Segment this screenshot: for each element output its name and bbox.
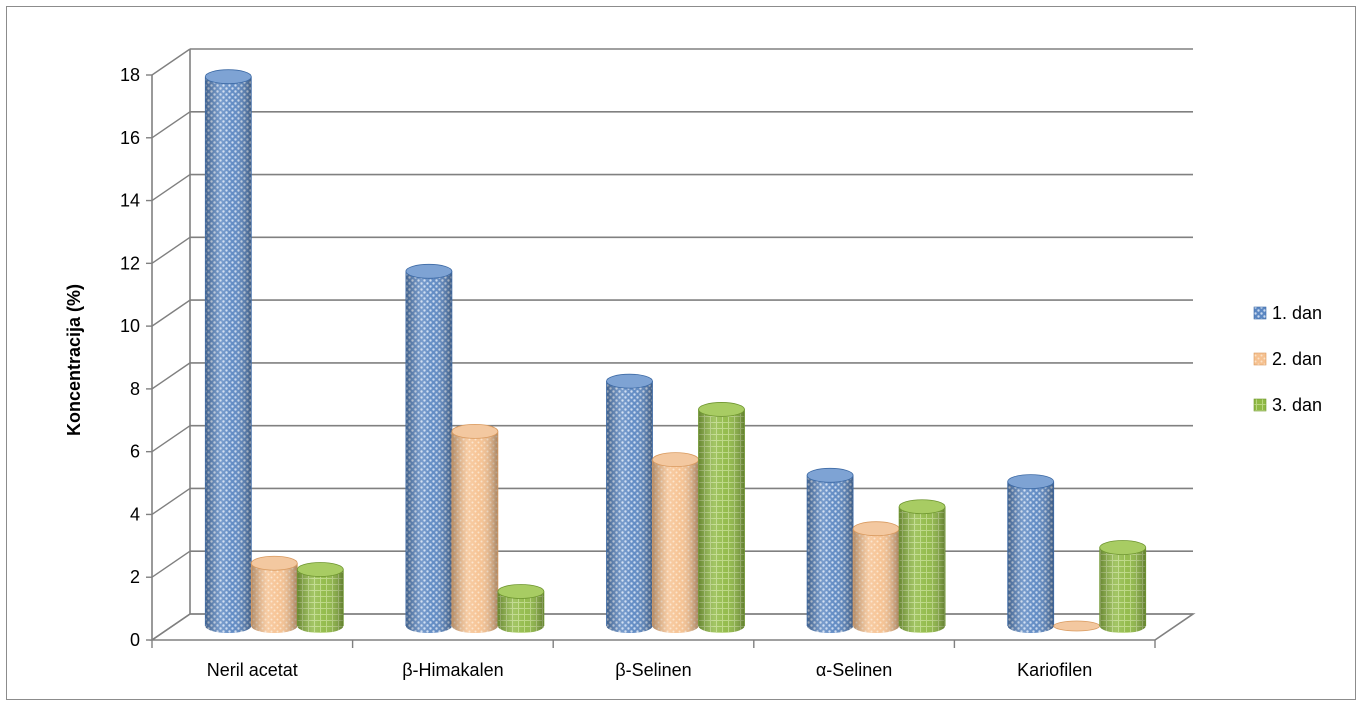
bar-top [1099, 540, 1147, 555]
bar-top [606, 373, 653, 389]
gridline-depth [151, 173, 191, 202]
bar-top [497, 584, 545, 599]
legend-swatch [1253, 306, 1267, 320]
y-tick-label: 6 [130, 442, 140, 462]
bar-top [296, 562, 344, 577]
bar-base-shade [698, 619, 745, 633]
bar [296, 562, 344, 633]
gridline-depth [151, 550, 191, 578]
bar [898, 499, 946, 633]
bar-base-shade [251, 619, 298, 633]
bar-base-shade [899, 619, 946, 633]
bar [806, 467, 854, 633]
legend-swatch [1253, 398, 1267, 412]
x-tick-label: β-Himakalen [402, 660, 503, 680]
bar [204, 69, 252, 633]
y-tick-label: 14 [120, 191, 140, 211]
gridline-depth [151, 48, 191, 76]
axes [146, 49, 1196, 648]
bar-shade [297, 569, 344, 626]
bar-shade [451, 431, 498, 626]
bar-shade [405, 271, 452, 626]
gridline-depth [151, 425, 191, 453]
y-axis-label: Koncentracija (%) [64, 284, 84, 436]
bar-top [1007, 474, 1055, 490]
bar-base-shade [807, 619, 854, 633]
legend-label: 2. dan [1272, 349, 1322, 369]
x-tick-label: β-Selinen [615, 660, 691, 680]
bar [852, 521, 900, 633]
gridline-depth [151, 299, 191, 327]
bar-top [451, 423, 499, 439]
gridline-depth [151, 111, 191, 139]
bar-top [1053, 620, 1101, 632]
gridline-depth [151, 487, 191, 516]
bar [698, 402, 745, 633]
y-tick-label: 16 [120, 128, 140, 148]
bar-base-shade [451, 619, 498, 633]
bar-base-shade [405, 619, 452, 633]
y-tick-label: 10 [120, 316, 140, 336]
bar-base-shade [497, 619, 544, 633]
bar [652, 452, 699, 633]
bar-top [852, 521, 900, 537]
y-tick-label: 8 [130, 379, 140, 399]
legend-label: 1. dan [1272, 303, 1322, 323]
y-tick-label: 18 [120, 65, 140, 85]
y-tick-label: 2 [130, 567, 140, 587]
bar-shade [251, 563, 298, 626]
x-tick-label: Kariofilen [1017, 660, 1092, 680]
floor [149, 613, 1196, 641]
bar [451, 423, 499, 633]
y-tick-label: 12 [120, 253, 140, 273]
bar-top [250, 555, 298, 571]
bar [405, 263, 453, 633]
legend-swatch [1253, 352, 1267, 366]
bar-base-shade [1007, 619, 1054, 633]
legend: 1. dan 2. dan 3. dan [1253, 303, 1322, 415]
bar-top [652, 452, 699, 468]
y-tick-label: 0 [130, 630, 140, 650]
bar-base-shade [853, 619, 900, 633]
bar-shade [205, 76, 252, 626]
bar-top [698, 402, 745, 417]
bar [606, 373, 653, 633]
bar [497, 584, 545, 633]
bar-base-shade [297, 619, 344, 633]
bar-base-shade [205, 619, 252, 633]
bars [204, 69, 1147, 633]
bar [1053, 620, 1101, 632]
bar-base-shade [1099, 619, 1146, 633]
bar-shade [1099, 547, 1146, 626]
bar-top [898, 499, 946, 515]
y-tick-label: 4 [130, 504, 140, 524]
x-tick-label: Neril acetat [207, 660, 298, 680]
bar-base-shade [606, 619, 653, 633]
bar-shade [606, 381, 653, 626]
bar-base-shade [652, 619, 699, 633]
x-tick-label: α-Selinen [816, 660, 892, 680]
bar-shade [853, 528, 900, 626]
bar [1099, 540, 1147, 633]
bar-top [806, 467, 854, 483]
bar-shade [1007, 481, 1054, 626]
axis-labels: 0 2 4 6 8 10 12 14 16 18 Neril acetat β-Himakalen β-… [120, 65, 1092, 680]
gridline-depth [151, 236, 191, 264]
bar-shade [652, 459, 699, 626]
bar [250, 555, 298, 633]
bar-shade [698, 409, 745, 626]
bar-top [204, 69, 252, 85]
gridline-depth [151, 362, 191, 390]
bar-shade [807, 475, 854, 626]
bar-top [405, 263, 453, 279]
legend-label: 3. dan [1272, 395, 1322, 415]
bar [1007, 474, 1055, 633]
bar-shade [899, 506, 946, 626]
